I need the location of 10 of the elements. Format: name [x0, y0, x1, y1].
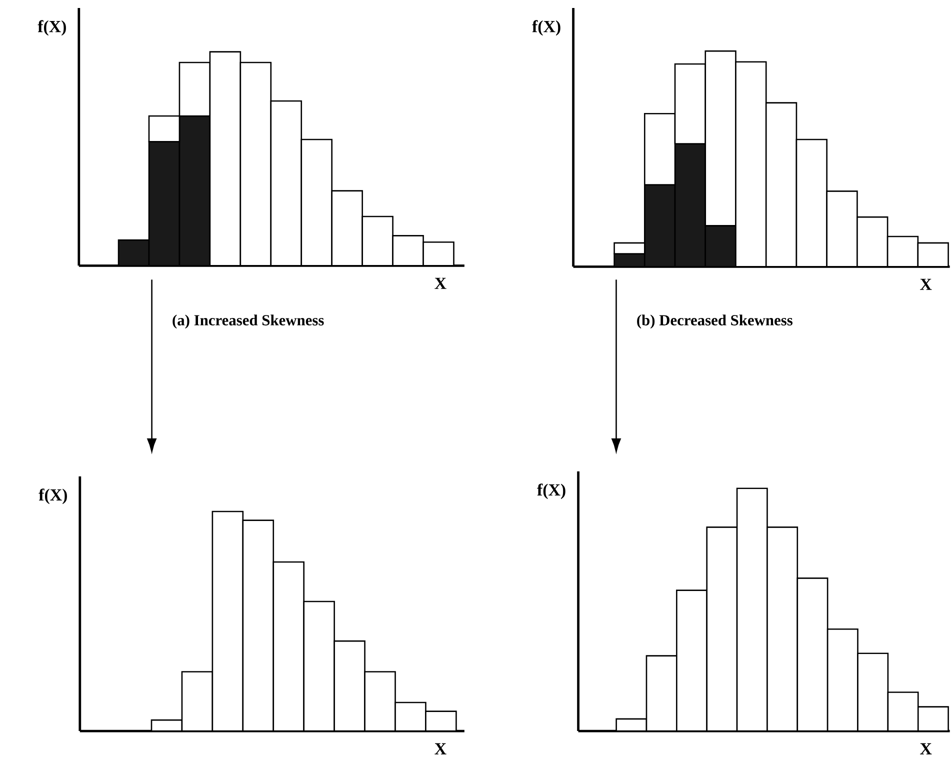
x-axis-title: X: [920, 278, 932, 290]
y-axis-title: f(X): [38, 488, 67, 504]
y-axis-title: f(X): [537, 484, 566, 500]
text: (a) Increased Skewness: [172, 314, 324, 329]
text: (b) Decreased Skewness: [637, 314, 792, 329]
x-axis-title: X: [434, 278, 446, 289]
x-axis-title: X: [920, 743, 932, 754]
x-axis-title: X: [434, 743, 446, 754]
y-axis-title: f(X): [38, 20, 66, 36]
y-axis-title: f(X): [532, 20, 560, 36]
